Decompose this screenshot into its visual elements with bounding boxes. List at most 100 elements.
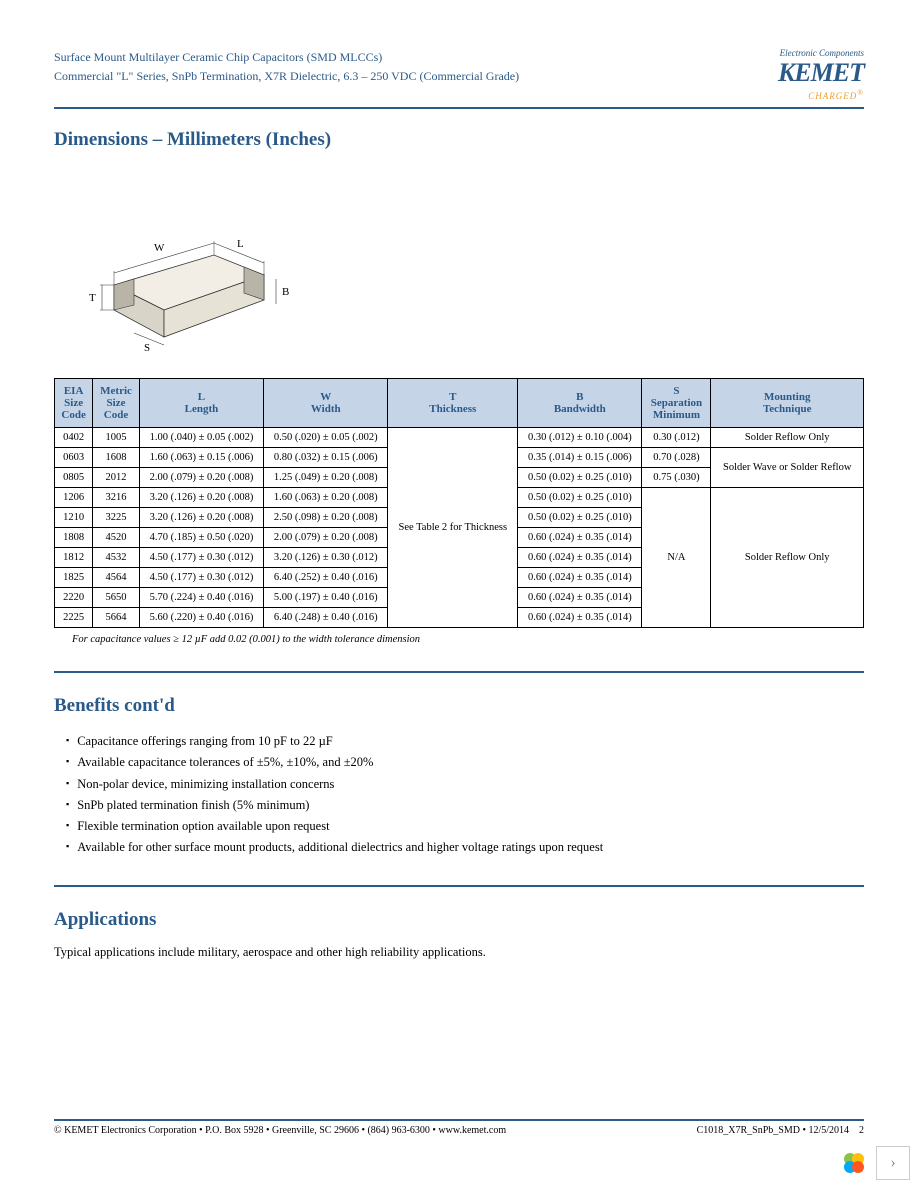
table-cell: See Table 2 for Thickness: [388, 428, 518, 628]
table-cell: 4520: [93, 528, 140, 548]
table-cell: 0.50 (0.02) ± 0.25 (.010): [518, 508, 642, 528]
table-cell: 5664: [93, 608, 140, 628]
label-W: W: [154, 242, 165, 254]
table-cell: 0.30 (.012) ± 0.10 (.004): [518, 428, 642, 448]
list-item: Available capacitance tolerances of ±5%,…: [66, 752, 864, 773]
table-cell: 0.50 (0.02) ± 0.25 (.010): [518, 468, 642, 488]
table-cell: 1808: [55, 528, 93, 548]
section-divider: [54, 885, 864, 887]
col-length: LLength: [139, 379, 263, 428]
footer-right: C1018_X7R_SnPb_SMD • 12/5/2014 2: [697, 1125, 864, 1136]
table-cell: Solder Reflow Only: [711, 488, 864, 628]
table-cell: 0.60 (.024) ± 0.35 (.014): [518, 528, 642, 548]
col-bandwidth: BBandwidth: [518, 379, 642, 428]
table-cell: 1005: [93, 428, 140, 448]
footer-left: © KEMET Electronics Corporation • P.O. B…: [54, 1125, 506, 1136]
list-item: Flexible termination option available up…: [66, 816, 864, 837]
col-eia: EIASizeCode: [55, 379, 93, 428]
table-cell: 0.60 (.024) ± 0.35 (.014): [518, 608, 642, 628]
table-cell: Solder Reflow Only: [711, 428, 864, 448]
benefits-title: Benefits cont'd: [54, 695, 864, 717]
table-cell: 0.35 (.014) ± 0.15 (.006): [518, 448, 642, 468]
table-cell: 5.60 (.220) ± 0.40 (.016): [139, 608, 263, 628]
col-thickness: TThickness: [388, 379, 518, 428]
table-cell: 0.60 (.024) ± 0.35 (.014): [518, 568, 642, 588]
table-cell: 0805: [55, 468, 93, 488]
page-header: Surface Mount Multilayer Ceramic Chip Ca…: [54, 48, 864, 109]
table-cell: 5650: [93, 588, 140, 608]
list-item: Capacitance offerings ranging from 10 pF…: [66, 731, 864, 752]
flower-icon: [840, 1149, 868, 1177]
table-cell: 4532: [93, 548, 140, 568]
header-line2: Commercial "L" Series, SnPb Termination,…: [54, 67, 519, 86]
dimensions-title: Dimensions – Millimeters (Inches): [54, 129, 864, 151]
table-cell: 4.50 (.177) ± 0.30 (.012): [139, 568, 263, 588]
list-item: Non-polar device, minimizing installatio…: [66, 774, 864, 795]
table-cell: 3.20 (.126) ± 0.20 (.008): [139, 488, 263, 508]
table-cell: 2225: [55, 608, 93, 628]
table-cell: 3.20 (.126) ± 0.20 (.008): [139, 508, 263, 528]
table-cell: 0.70 (.028): [642, 448, 711, 468]
col-mounting: MountingTechnique: [711, 379, 864, 428]
label-S: S: [144, 342, 150, 354]
table-cell: 3225: [93, 508, 140, 528]
table-cell: 2012: [93, 468, 140, 488]
table-row: 040210051.00 (.040) ± 0.05 (.002)0.50 (.…: [55, 428, 864, 448]
logo-sub: CHARGED®: [778, 88, 864, 101]
col-separation: SSeparationMinimum: [642, 379, 711, 428]
table-cell: 5.70 (.224) ± 0.40 (.016): [139, 588, 263, 608]
table-cell: 1.60 (.063) ± 0.20 (.008): [264, 488, 388, 508]
label-L: L: [237, 238, 244, 250]
table-cell: 0603: [55, 448, 93, 468]
label-B: B: [282, 286, 289, 298]
table-cell: 1608: [93, 448, 140, 468]
table-cell: N/A: [642, 488, 711, 628]
table-cell: 1206: [55, 488, 93, 508]
table-cell: 1.00 (.040) ± 0.05 (.002): [139, 428, 263, 448]
section-divider: [54, 671, 864, 673]
list-item: SnPb plated termination finish (5% minim…: [66, 795, 864, 816]
applications-text: Typical applications include military, a…: [54, 945, 864, 960]
table-cell: 3.20 (.126) ± 0.30 (.012): [264, 548, 388, 568]
label-T: T: [89, 292, 96, 304]
table-cell: Solder Wave or Solder Reflow: [711, 448, 864, 488]
next-page-button[interactable]: ›: [876, 1146, 910, 1180]
table-cell: 0.75 (.030): [642, 468, 711, 488]
table-cell: 2.00 (.079) ± 0.20 (.008): [139, 468, 263, 488]
table-cell: 1.60 (.063) ± 0.15 (.006): [139, 448, 263, 468]
chevron-right-icon: ›: [890, 1154, 895, 1172]
table-cell: 0.60 (.024) ± 0.35 (.014): [518, 588, 642, 608]
table-cell: 1825: [55, 568, 93, 588]
list-item: Available for other surface mount produc…: [66, 837, 864, 858]
table-cell: 3216: [93, 488, 140, 508]
chip-diagram: L W T B S: [54, 165, 864, 360]
table-cell: 4.50 (.177) ± 0.30 (.012): [139, 548, 263, 568]
table-cell: 0.80 (.032) ± 0.15 (.006): [264, 448, 388, 468]
page-footer: © KEMET Electronics Corporation • P.O. B…: [54, 1119, 864, 1136]
table-cell: 6.40 (.248) ± 0.40 (.016): [264, 608, 388, 628]
table-cell: 0402: [55, 428, 93, 448]
header-text: Surface Mount Multilayer Ceramic Chip Ca…: [54, 48, 519, 86]
applications-title: Applications: [54, 909, 864, 931]
benefits-list: Capacitance offerings ranging from 10 pF…: [54, 731, 864, 859]
logo: Electronic Components KEMET CHARGED®: [778, 48, 864, 101]
benefits-section: Benefits cont'd Capacitance offerings ra…: [54, 695, 864, 859]
table-header-row: EIASizeCode MetricSizeCode LLength WWidt…: [55, 379, 864, 428]
table-cell: 2.50 (.098) ± 0.20 (.008): [264, 508, 388, 528]
table-cell: 0.60 (.024) ± 0.35 (.014): [518, 548, 642, 568]
table-cell: 5.00 (.197) ± 0.40 (.016): [264, 588, 388, 608]
col-width: WWidth: [264, 379, 388, 428]
table-cell: 4.70 (.185) ± 0.50 (.020): [139, 528, 263, 548]
table-cell: 0.50 (.020) ± 0.05 (.002): [264, 428, 388, 448]
logo-name: KEMET: [778, 58, 864, 88]
logo-tagline: Electronic Components: [778, 48, 864, 58]
table-cell: 4564: [93, 568, 140, 588]
col-metric: MetricSizeCode: [93, 379, 140, 428]
page-nav: ›: [840, 1146, 910, 1180]
table-cell: 1210: [55, 508, 93, 528]
table-cell: 2220: [55, 588, 93, 608]
table-cell: 6.40 (.252) ± 0.40 (.016): [264, 568, 388, 588]
table-cell: 0.50 (0.02) ± 0.25 (.010): [518, 488, 642, 508]
dimensions-table: EIASizeCode MetricSizeCode LLength WWidt…: [54, 378, 864, 628]
header-line1: Surface Mount Multilayer Ceramic Chip Ca…: [54, 48, 519, 67]
